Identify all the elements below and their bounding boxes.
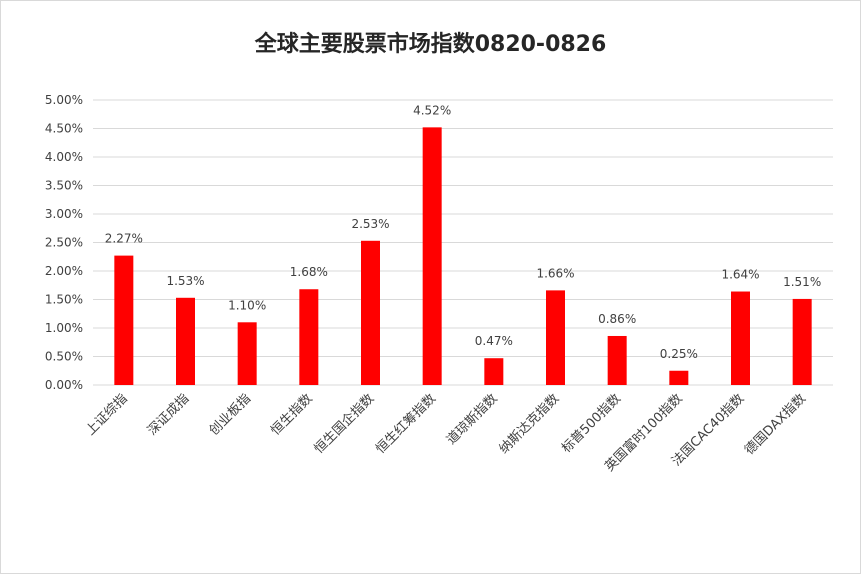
y-tick-label: 3.50%: [45, 179, 83, 193]
bar: [237, 322, 257, 385]
bar: [607, 335, 627, 385]
data-label: 0.86%: [598, 312, 636, 326]
y-tick-label: 5.00%: [45, 93, 83, 107]
data-label: 0.47%: [475, 334, 513, 348]
bar: [299, 289, 319, 385]
data-label: 2.53%: [351, 217, 389, 231]
data-label: 1.68%: [290, 265, 328, 279]
data-labels: 2.27% 1.53% 1.10% 1.68% 2.53% 4.52% 0.47% 1.66%…: [105, 103, 821, 360]
x-tick-label: 道琼斯指数: [444, 391, 501, 448]
y-tick-label: 3.00%: [45, 207, 83, 221]
x-tick-label: 纳斯达克指数: [497, 391, 563, 457]
bar: [114, 255, 134, 385]
y-tick-label: 1.50%: [45, 293, 83, 307]
y-tick-label: 4.00%: [45, 150, 83, 164]
y-tick-label: 4.50%: [45, 122, 83, 136]
data-label: 0.25%: [660, 347, 698, 361]
bar: [669, 370, 689, 385]
data-label: 4.52%: [413, 103, 451, 117]
x-tick-label: 德国DAX指数: [742, 391, 809, 458]
y-tick-label: 1.00%: [45, 321, 83, 335]
bars: [114, 127, 812, 386]
y-tick-label: 2.00%: [45, 264, 83, 278]
data-label: 1.51%: [783, 275, 821, 289]
gridlines: [93, 99, 833, 386]
x-tick-label: 恒生国企指数: [311, 391, 377, 457]
x-tick-label: 深证成指: [145, 391, 192, 438]
bar: [792, 298, 812, 385]
data-label: 2.27%: [105, 232, 143, 246]
x-tick-label: 上证综指: [83, 391, 130, 438]
bar: [361, 240, 380, 385]
bar: [731, 291, 750, 385]
bar: [546, 290, 565, 385]
y-tick-label: 0.00%: [45, 378, 83, 392]
y-tick-label: 0.50%: [45, 350, 83, 364]
data-label: 1.66%: [536, 266, 574, 280]
data-label: 1.53%: [166, 274, 204, 288]
bar: [484, 358, 504, 385]
bar: [176, 297, 195, 385]
x-tick-label: 创业板指: [207, 391, 254, 438]
bar: [422, 127, 442, 386]
data-label: 1.64%: [721, 268, 759, 282]
data-label: 1.10%: [228, 298, 266, 312]
y-tick-label: 2.50%: [45, 236, 83, 250]
x-tick-label: 标普500指数: [559, 391, 624, 456]
x-tick-label: 恒生指数: [268, 391, 315, 438]
y-axis: 0.00% 0.50% 1.00% 1.50% 2.00% 2.50% 3.00% 3.50%…: [45, 93, 83, 392]
chart-title: 全球主要股票市场指数0820-0826: [254, 32, 607, 57]
x-tick-label: 恒生红筹指数: [373, 391, 439, 457]
